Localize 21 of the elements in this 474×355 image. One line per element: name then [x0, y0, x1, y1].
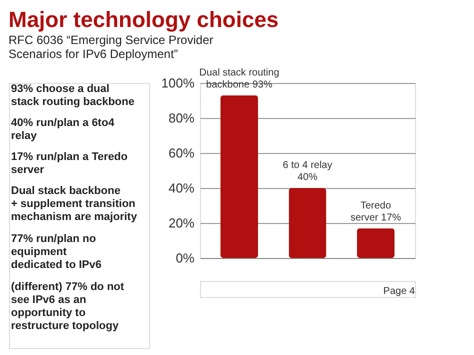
text: Page 4: [383, 286, 416, 297]
data-label: Teredo server 17%: [350, 200, 402, 224]
text: 93% choose a dual stack routing backbone: [11, 83, 134, 108]
bar: [288, 188, 326, 258]
bar: [356, 228, 395, 258]
chart-subtitle: RFC 6036 “Emerging Service Provider Scenarios for IPv6 Deployment”: [8, 32, 214, 61]
y-tick-label: 0%: [176, 250, 195, 266]
data-label: 6 to 4 relay 40%: [282, 160, 332, 183]
text: 77% run/plan no equipment dedicated to IPv6: [11, 233, 102, 271]
text: 17% run/plan a Teredo server: [11, 151, 128, 176]
text: (different) 77% do not see IPv6 as an opportunity to restructure topology: [11, 281, 124, 332]
chart-title: Major technology choices: [8, 6, 279, 32]
y-tick-label: 60%: [168, 146, 195, 160]
data-label: Dual stack routing backbone 93%: [199, 67, 280, 90]
bar: [220, 95, 258, 258]
y-tick-label: 80%: [168, 110, 195, 126]
text: 40% run/plan a 6to4 relay: [11, 117, 116, 142]
text: Dual stack backbone + supplement transition mechanism are majority: [11, 185, 138, 223]
y-tick-label: 100%: [161, 76, 195, 90]
y-tick-label: 20%: [168, 216, 195, 230]
y-tick-label: 40%: [168, 180, 195, 196]
